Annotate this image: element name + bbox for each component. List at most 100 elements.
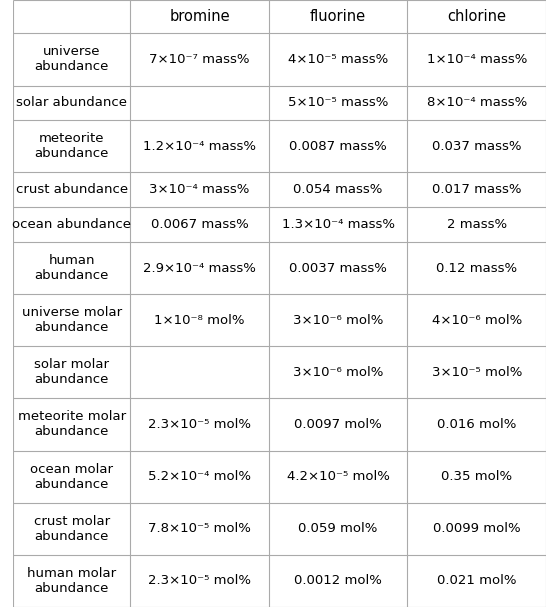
Text: 1.3×10⁻⁴ mass%: 1.3×10⁻⁴ mass% [282, 218, 395, 231]
Bar [407, 503, 546, 555]
Bar [13, 86, 130, 120]
Bar [130, 86, 269, 120]
Bar [269, 398, 407, 450]
Text: 5×10⁻⁵ mass%: 5×10⁻⁵ mass% [288, 97, 388, 109]
Text: 0.021 mol%: 0.021 mol% [437, 574, 517, 588]
Bar [269, 120, 407, 172]
Text: 2.3×10⁻⁵ mol%: 2.3×10⁻⁵ mol% [148, 418, 251, 431]
Text: fluorine: fluorine [310, 9, 366, 24]
Text: crust abundance: crust abundance [15, 183, 128, 196]
Bar [407, 346, 546, 398]
Text: 0.059 mol%: 0.059 mol% [299, 522, 378, 535]
Bar [269, 346, 407, 398]
Bar [13, 120, 130, 172]
Bar [13, 398, 130, 450]
Bar [269, 207, 407, 242]
Bar [269, 503, 407, 555]
Text: 4×10⁻⁵ mass%: 4×10⁻⁵ mass% [288, 53, 388, 66]
Bar [407, 33, 546, 86]
Bar [13, 503, 130, 555]
Bar [407, 120, 546, 172]
Bar [130, 398, 269, 450]
Text: meteorite
abundance: meteorite abundance [34, 132, 109, 160]
Text: 2.9×10⁻⁴ mass%: 2.9×10⁻⁴ mass% [143, 262, 256, 274]
Text: 7.8×10⁻⁵ mol%: 7.8×10⁻⁵ mol% [148, 522, 251, 535]
Text: solar molar
abundance: solar molar abundance [34, 358, 109, 386]
Bar [407, 207, 546, 242]
Bar [13, 294, 130, 346]
Text: 3×10⁻⁶ mol%: 3×10⁻⁶ mol% [293, 366, 383, 379]
Text: bromine: bromine [169, 9, 230, 24]
Bar [130, 555, 269, 607]
Bar [130, 346, 269, 398]
Text: 4.2×10⁻⁵ mol%: 4.2×10⁻⁵ mol% [287, 470, 389, 483]
Text: 3×10⁻⁶ mol%: 3×10⁻⁶ mol% [293, 314, 383, 327]
Bar [407, 450, 546, 503]
Bar [13, 450, 130, 503]
Bar [269, 172, 407, 207]
Bar [407, 555, 546, 607]
Text: universe
abundance: universe abundance [34, 46, 109, 73]
Bar [13, 172, 130, 207]
Bar [130, 0, 269, 33]
Bar [269, 294, 407, 346]
Text: 1.2×10⁻⁴ mass%: 1.2×10⁻⁴ mass% [143, 140, 256, 153]
Bar [407, 86, 546, 120]
Text: 0.037 mass%: 0.037 mass% [432, 140, 521, 153]
Bar [407, 242, 546, 294]
Bar [269, 0, 407, 33]
Bar [269, 242, 407, 294]
Text: 0.0037 mass%: 0.0037 mass% [289, 262, 387, 274]
Text: 1×10⁻⁴ mass%: 1×10⁻⁴ mass% [426, 53, 527, 66]
Bar [130, 33, 269, 86]
Bar [13, 33, 130, 86]
Text: 0.0087 mass%: 0.0087 mass% [289, 140, 387, 153]
Text: 1×10⁻⁸ mol%: 1×10⁻⁸ mol% [155, 314, 245, 327]
Bar [130, 207, 269, 242]
Bar [407, 294, 546, 346]
Bar [269, 555, 407, 607]
Text: human molar
abundance: human molar abundance [27, 567, 116, 595]
Text: universe molar
abundance: universe molar abundance [21, 306, 122, 334]
Bar [269, 33, 407, 86]
Text: ocean abundance: ocean abundance [12, 218, 131, 231]
Bar [130, 172, 269, 207]
Bar [13, 0, 130, 33]
Text: 0.0067 mass%: 0.0067 mass% [151, 218, 248, 231]
Bar [13, 555, 130, 607]
Text: 4×10⁻⁶ mol%: 4×10⁻⁶ mol% [431, 314, 522, 327]
Text: crust molar
abundance: crust molar abundance [33, 515, 110, 543]
Bar [130, 120, 269, 172]
Text: 0.0012 mol%: 0.0012 mol% [294, 574, 382, 588]
Bar [130, 294, 269, 346]
Bar [13, 207, 130, 242]
Bar [269, 450, 407, 503]
Text: 2 mass%: 2 mass% [447, 218, 507, 231]
Text: human
abundance: human abundance [34, 254, 109, 282]
Bar [130, 450, 269, 503]
Text: 3×10⁻⁵ mol%: 3×10⁻⁵ mol% [431, 366, 522, 379]
Text: 8×10⁻⁴ mass%: 8×10⁻⁴ mass% [426, 97, 527, 109]
Text: meteorite molar
abundance: meteorite molar abundance [17, 410, 126, 438]
Text: ocean molar
abundance: ocean molar abundance [30, 463, 113, 490]
Text: 0.12 mass%: 0.12 mass% [436, 262, 517, 274]
Bar [407, 172, 546, 207]
Bar [407, 398, 546, 450]
Bar [269, 86, 407, 120]
Text: 3×10⁻⁴ mass%: 3×10⁻⁴ mass% [150, 183, 250, 196]
Text: 0.0097 mol%: 0.0097 mol% [294, 418, 382, 431]
Text: 7×10⁻⁷ mass%: 7×10⁻⁷ mass% [149, 53, 250, 66]
Bar [130, 503, 269, 555]
Text: 0.017 mass%: 0.017 mass% [432, 183, 521, 196]
Bar [13, 346, 130, 398]
Bar [13, 242, 130, 294]
Text: 0.016 mol%: 0.016 mol% [437, 418, 517, 431]
Text: solar abundance: solar abundance [16, 97, 127, 109]
Text: 5.2×10⁻⁴ mol%: 5.2×10⁻⁴ mol% [148, 470, 251, 483]
Text: chlorine: chlorine [447, 9, 506, 24]
Text: 0.054 mass%: 0.054 mass% [293, 183, 383, 196]
Bar [130, 242, 269, 294]
Bar [407, 0, 546, 33]
Text: 2.3×10⁻⁵ mol%: 2.3×10⁻⁵ mol% [148, 574, 251, 588]
Text: 0.0099 mol%: 0.0099 mol% [433, 522, 520, 535]
